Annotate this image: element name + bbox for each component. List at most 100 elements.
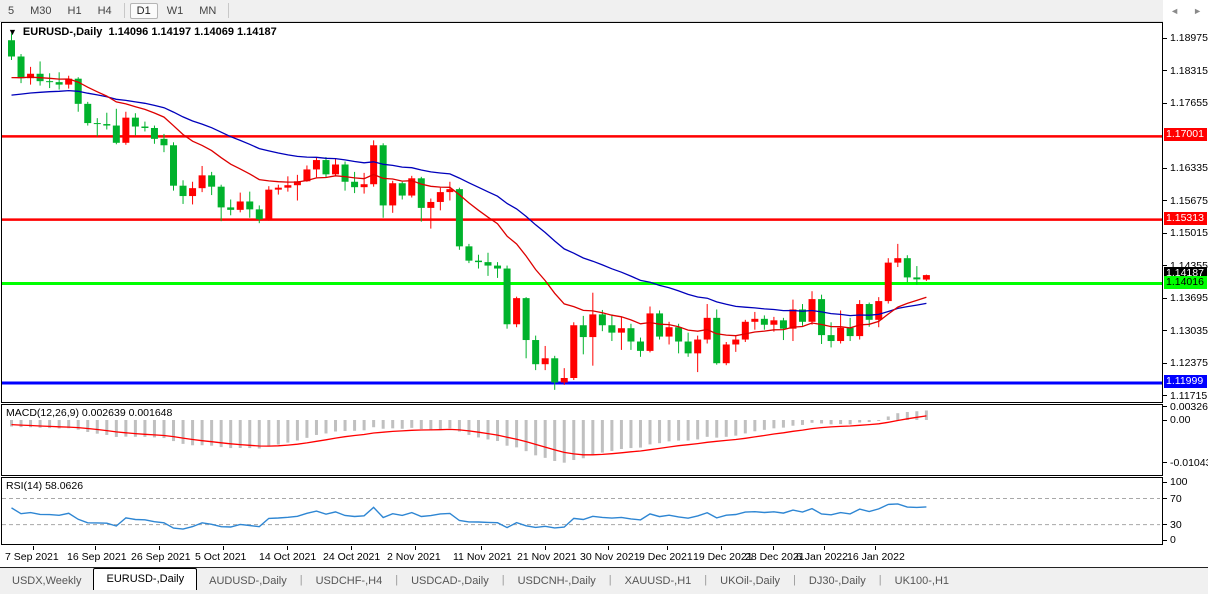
tab-separator: | (878, 573, 882, 586)
price-axis-label: 1.12375 (1170, 357, 1208, 370)
tab-scroll-left-icon[interactable]: ◄ (1170, 6, 1180, 16)
ohlc-high: 1.14197 (151, 26, 192, 38)
macd-axis-label: 0.00 (1170, 414, 1191, 426)
axis-tick (1163, 233, 1167, 234)
axis-tick (1163, 330, 1167, 331)
axis-tick (1163, 540, 1167, 541)
tab-separator: | (395, 573, 399, 586)
date-label: 19 Dec 2021 (693, 551, 753, 563)
axis-tick (1163, 103, 1167, 104)
date-tick (667, 546, 668, 550)
price-axis-label: 1.11715 (1170, 389, 1208, 402)
date-tick (773, 546, 774, 550)
chart-tab-uk100-h1[interactable]: UK100-,H1 (894, 575, 950, 587)
date-tick (721, 546, 722, 550)
chart-tab-usdcad-daily[interactable]: USDCAD-,Daily (411, 575, 489, 587)
rsi-indicator-panel[interactable]: RSI(14) 58.0626 (1, 477, 1163, 545)
macd-chart[interactable] (2, 405, 1162, 475)
price-axis-label: 1.15675 (1170, 194, 1208, 207)
chart-tab-xauusd-h1[interactable]: XAUUSD-,H1 (624, 575, 692, 587)
rsi-axis-label: 70 (1170, 492, 1182, 505)
timeframe-button-h4[interactable]: H4 (97, 4, 112, 17)
chart-tab-bar: USDX,Weekly EURUSD-,Daily AUDUSD-,Daily | US… (0, 567, 1208, 591)
timeframe-button-m30[interactable]: M30 (30, 4, 52, 17)
chart-tab-audusd-daily[interactable]: AUDUSD-,Daily (209, 575, 287, 587)
macd-axis-label: 0.003261 (1170, 400, 1208, 413)
price-axis-label: 1.18975 (1170, 32, 1208, 44)
timeframe-button-mn[interactable]: MN (199, 4, 217, 17)
axis-tick (1163, 462, 1167, 463)
date-tick (824, 546, 825, 550)
timeframe-button-d1[interactable]: D1 (129, 2, 158, 19)
price-axis[interactable]: 1.18975 1.18315 1.17655 1.16335 1.15675 1.150… (1163, 0, 1208, 566)
macd-axis-label: -0.010436 (1170, 456, 1208, 469)
axis-tick (1163, 395, 1167, 396)
price-axis-label: 1.13695 (1170, 292, 1208, 305)
rsi-chart[interactable] (2, 478, 1162, 544)
price-chart-panel[interactable]: ▼ EURUSD-,Daily 1.14096 1.14197 1.14069 1… (1, 22, 1163, 403)
tab-separator: | (704, 573, 708, 586)
date-label: 11 Nov 2021 (453, 551, 512, 563)
date-label: 6 Jan 2022 (796, 551, 848, 563)
tab-scroll-right-icon[interactable]: ► (1193, 6, 1202, 16)
price-badge: 1.17001 (1164, 128, 1207, 141)
date-tick (545, 546, 546, 550)
symbol-dropdown-icon[interactable]: ▼ (8, 27, 17, 37)
date-axis[interactable]: 7 Sep 2021 16 Sep 2021 26 Sep 2021 5 Oct 20… (1, 546, 1163, 566)
price-axis-label: 1.17655 (1170, 97, 1208, 110)
timeframe-button-w1[interactable]: W1 (166, 4, 184, 17)
macd-label: MACD(12,26,9) 0.002639 0.001648 (6, 407, 173, 419)
date-tick (415, 546, 416, 550)
candlestick-chart[interactable] (2, 23, 1162, 402)
date-tick (223, 546, 224, 550)
chart-tab-ukoil-daily[interactable]: UKOil-,Daily (720, 575, 781, 587)
chart-header: ▼ EURUSD-,Daily 1.14096 1.14197 1.14069 1… (8, 26, 277, 38)
date-tick (287, 546, 288, 550)
date-label: 16 Jan 2022 (847, 551, 905, 563)
date-label: 2 Nov 2021 (387, 551, 441, 563)
chart-tab-usdcnh-daily[interactable]: USDCNH-,Daily (517, 575, 596, 587)
date-tick (351, 546, 352, 550)
date-label: 16 Sep 2021 (67, 551, 127, 563)
tab-separator: | (793, 573, 796, 586)
date-tick (875, 546, 876, 550)
rsi-label: RSI(14) 58.0626 (6, 480, 84, 492)
date-label: 21 Nov 2021 (517, 551, 577, 563)
axis-tick (1163, 524, 1167, 525)
price-axis-label: 1.13035 (1170, 324, 1208, 337)
timeframe-button-h1[interactable]: H1 (67, 4, 82, 17)
axis-tick (1163, 298, 1167, 299)
chart-tab-usdx-weekly[interactable]: USDX,Weekly (12, 575, 82, 587)
rsi-axis-label: 0 (1170, 534, 1176, 546)
price-axis-label: 1.18315 (1170, 64, 1208, 77)
price-badge: 1.14016 (1164, 276, 1207, 289)
date-tick (95, 546, 96, 550)
axis-tick (1163, 200, 1167, 201)
axis-tick (1163, 420, 1167, 421)
rsi-axis-label: 30 (1170, 518, 1182, 531)
chart-tab-dj30-daily[interactable]: DJ30-,Daily (808, 575, 866, 587)
rsi-axis-label: 100 (1170, 476, 1188, 488)
chart-tab-eurusd-daily[interactable]: EURUSD-,Daily (93, 568, 198, 591)
date-tick (33, 546, 34, 550)
macd-indicator-panel[interactable]: MACD(12,26,9) 0.002639 0.001648 (1, 404, 1163, 476)
date-label: 14 Oct 2021 (259, 551, 317, 563)
price-badge: 1.11999 (1164, 375, 1207, 388)
timeframe-button-5[interactable]: 5 (8, 4, 15, 17)
axis-tick (1163, 265, 1167, 266)
tab-scroll-arrows: ◄ ► (1170, 6, 1202, 16)
axis-tick (1163, 363, 1167, 364)
axis-tick (1163, 168, 1167, 169)
tab-separator: | (608, 573, 612, 586)
toolbar-separator (123, 3, 125, 18)
date-label: 7 Sep 2021 (5, 551, 59, 563)
axis-tick (1163, 38, 1167, 39)
chart-tab-usdchf-h4[interactable]: USDCHF-,H4 (315, 575, 383, 587)
toolbar-separator (228, 3, 230, 18)
date-tick (608, 546, 609, 550)
axis-tick (1163, 498, 1167, 499)
price-axis-label: 1.16335 (1170, 162, 1208, 175)
date-tick (159, 546, 160, 550)
tab-separator: | (501, 573, 505, 586)
status-strip (0, 590, 1208, 594)
